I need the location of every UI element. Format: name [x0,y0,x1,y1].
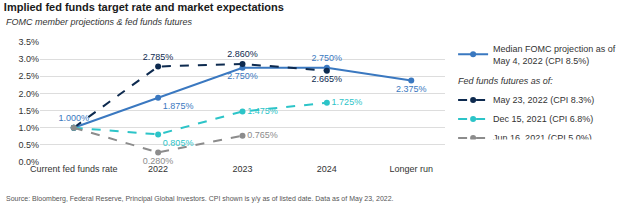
svg-text:2022: 2022 [148,164,168,174]
svg-text:Fed funds futures as of:: Fed funds futures as of: [458,76,553,86]
svg-text:1.725%: 1.725% [332,97,363,107]
svg-text:May 23, 2022 (CPI 8.3%): May 23, 2022 (CPI 8.3%) [493,95,594,105]
svg-text:1.875%: 1.875% [163,101,194,111]
svg-text:2.375%: 2.375% [396,84,427,94]
svg-text:2.0%: 2.0% [18,89,39,99]
svg-text:Median FOMC projection as ofMa: Median FOMC projection as ofMay 4, 2022 … [493,44,616,66]
svg-text:2023: 2023 [232,164,252,174]
svg-text:3.0%: 3.0% [18,54,39,64]
svg-text:1.475%: 1.475% [247,106,278,116]
svg-text:0.280%: 0.280% [143,156,174,166]
svg-text:1.0%: 1.0% [18,123,39,133]
svg-text:2.5%: 2.5% [18,71,39,81]
svg-text:1.000%: 1.000% [58,113,89,123]
svg-text:0.0%: 0.0% [18,157,39,167]
svg-text:Dec 15, 2021 (CPI 6.8%): Dec 15, 2021 (CPI 6.8%) [493,114,593,124]
svg-text:Current fed funds rate: Current fed funds rate [30,164,118,174]
svg-text:Implied fed funds target rate: Implied fed funds target rate and market… [4,1,284,13]
svg-text:2.665%: 2.665% [312,74,343,84]
svg-text:3.5%: 3.5% [18,37,39,47]
svg-text:1.5%: 1.5% [18,106,39,116]
svg-text:2.785%: 2.785% [143,52,174,62]
svg-text:Jun 16, 2021 (CPI 5.0%): Jun 16, 2021 (CPI 5.0%) [493,133,592,139]
svg-text:0.805%: 0.805% [163,138,194,148]
svg-text:2.750%: 2.750% [312,53,343,63]
svg-text:2.860%: 2.860% [227,49,258,59]
svg-text:0.765%: 0.765% [247,130,278,140]
svg-text:2024: 2024 [317,164,337,174]
svg-text:FOMC member projections & fed: FOMC member projections & fed funds futu… [6,17,193,27]
svg-text:2.750%: 2.750% [227,71,258,81]
svg-text:Longer run: Longer run [389,164,433,174]
svg-text:Source: Bloomberg, Federal Res: Source: Bloomberg, Federal Reserve, Prin… [6,195,394,203]
svg-text:0.5%: 0.5% [18,140,39,150]
